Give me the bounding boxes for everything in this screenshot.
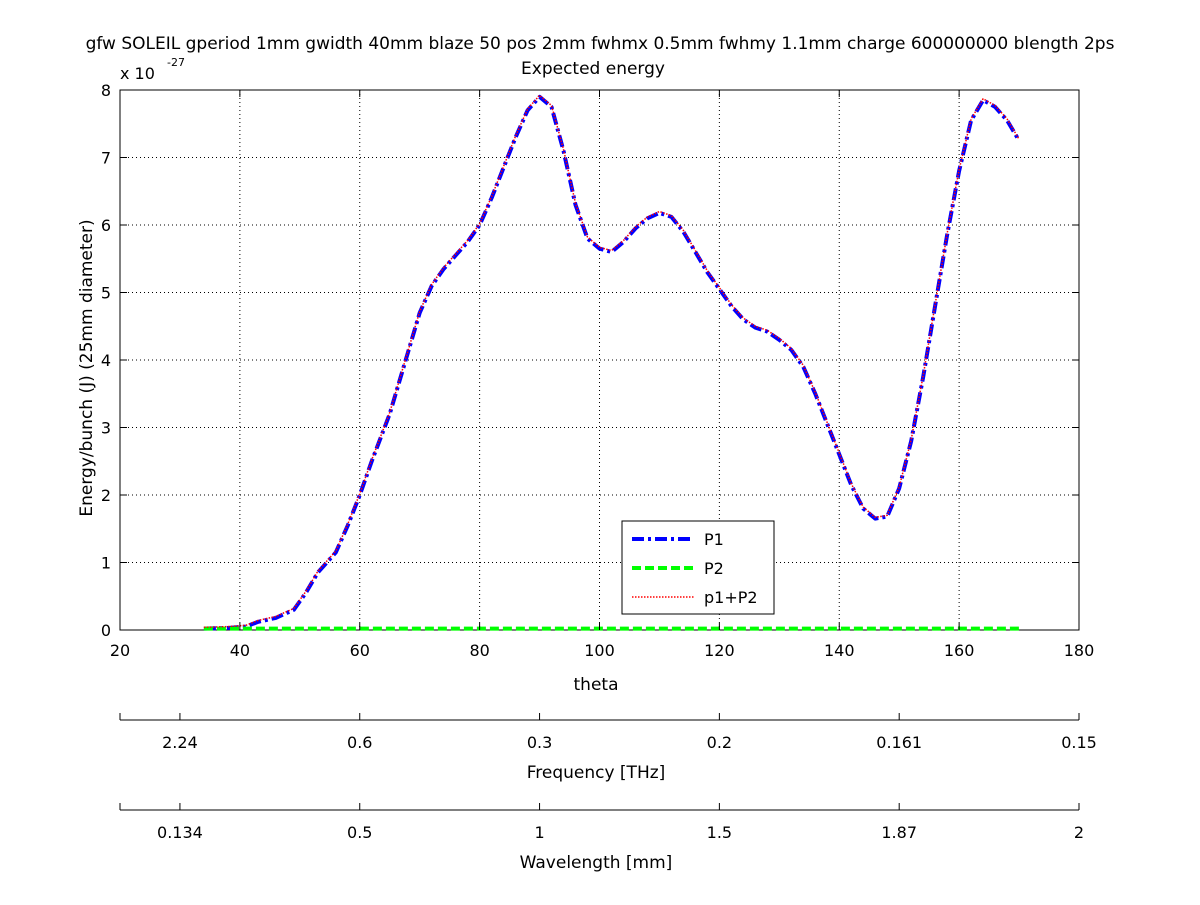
x-tick-label: 160 — [944, 641, 975, 660]
x-tick-label: 120 — [704, 641, 735, 660]
y-tick-label: 4 — [101, 351, 111, 370]
legend-label-p1p2: p1+P2 — [704, 588, 758, 607]
secondary-axis-tick-label: 1.87 — [881, 823, 917, 842]
x-tick-label: 20 — [110, 641, 130, 660]
secondary-axis-tick-label: 0.5 — [347, 823, 372, 842]
x-tick-label: 40 — [230, 641, 250, 660]
y-exponent-power: -27 — [167, 56, 185, 69]
chart-subtitle: Expected energy — [521, 59, 665, 79]
axis-ticks: 20 40 60 80 100 120 140 160 180 0 1 2 3 4 5 6 7 8 — [101, 81, 1094, 660]
secondary-axis-tick-label: 2.24 — [162, 733, 198, 752]
series-lines — [203, 94, 1021, 631]
y-tick-label: 1 — [101, 554, 111, 573]
secondary-axis-tick-label: 0.161 — [876, 733, 922, 752]
y-tick-label: 2 — [101, 486, 111, 505]
y-axis-label: Energy/bunch (J) (25mm diameter) — [77, 219, 97, 516]
y-tick-label: 8 — [101, 81, 111, 100]
secondary-axis-tick-label: 0.6 — [347, 733, 372, 752]
x-tick-label: 140 — [824, 641, 855, 660]
chart-title: gfw SOLEIL gperiod 1mm gwidth 40mm blaze… — [86, 34, 1115, 54]
x-tick-label: 60 — [350, 641, 370, 660]
y-exponent-base: x 10 — [120, 64, 155, 83]
y-tick-label: 0 — [101, 621, 111, 640]
legend: P1 P2 p1+P2 — [621, 520, 775, 615]
x-tick-label: 80 — [469, 641, 489, 660]
x-axis-label: theta — [574, 675, 619, 695]
legend-label-p1: P1 — [704, 530, 724, 549]
x-tick-label: 100 — [584, 641, 615, 660]
y-exponent-label: x 10 -27 — [120, 56, 185, 83]
legend-label-p2: P2 — [704, 559, 724, 578]
secondary-axis-tick-label: 2 — [1074, 823, 1084, 842]
y-tick-label: 5 — [101, 284, 111, 303]
y-tick-label: 7 — [101, 149, 111, 168]
secondary-axis-tick-label: 0.134 — [157, 823, 203, 842]
secondary-axis-tick-label: 0.15 — [1061, 733, 1097, 752]
y-tick-label: 3 — [101, 419, 111, 438]
secondary-axis-label: Wavelength [mm] — [520, 853, 673, 873]
secondary-axis-tick-label: 0.3 — [527, 733, 552, 752]
y-tick-label: 6 — [101, 216, 111, 235]
secondary-axes: 2.24 0.6 0.3 0.2 0.161 0.15 Frequency [THz] 0.1… — [119, 713, 1097, 873]
secondary-axis-tick-label: 1.5 — [707, 823, 732, 842]
x-tick-label: 180 — [1064, 641, 1095, 660]
series-line-p1-p2 — [203, 94, 1020, 629]
secondary-axis-tick-label: 0.2 — [707, 733, 732, 752]
secondary-axis-tick-label: 1 — [534, 823, 544, 842]
secondary-axis-label: Frequency [THz] — [527, 763, 666, 783]
